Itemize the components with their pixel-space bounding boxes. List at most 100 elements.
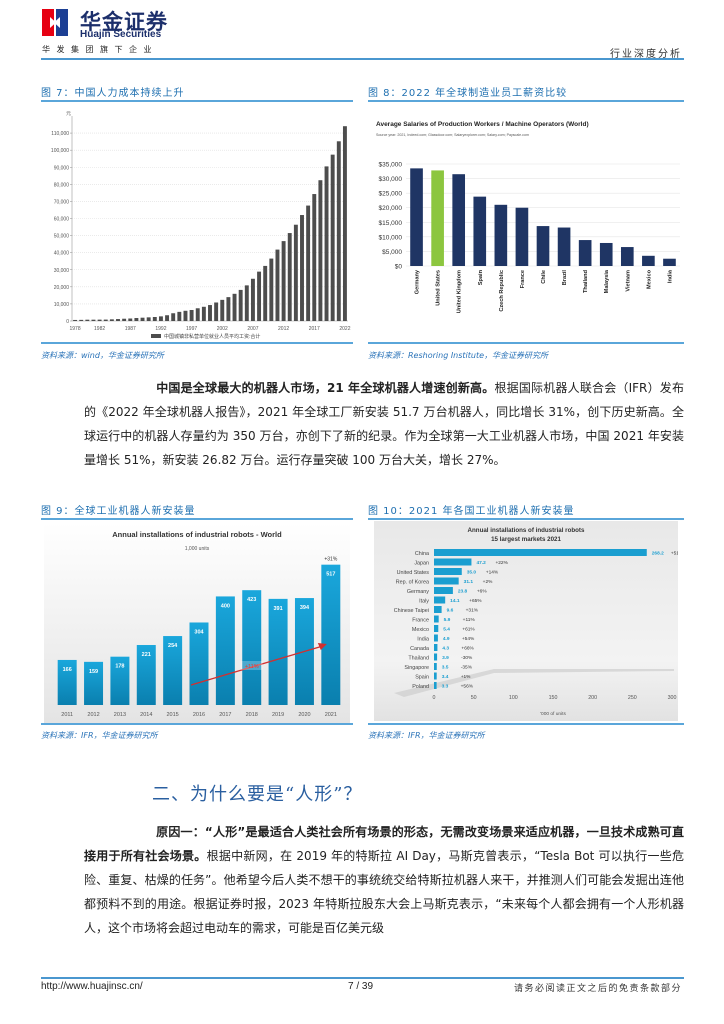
svg-text:2013: 2013 [114,712,126,718]
svg-text:China: China [415,551,429,557]
svg-text:France: France [412,618,429,624]
svg-text:+61%: +61% [462,627,475,633]
svg-text:$5,000: $5,000 [382,249,402,256]
svg-text:2017: 2017 [219,712,231,718]
svg-text:2020: 2020 [298,712,310,718]
svg-text:India: India [417,637,429,643]
svg-text:9.6: 9.6 [447,608,454,614]
paragraph-robot-market: 中国是全球最大的机器人市场，21 年全球机器人增速创新高。根据国际机器人联合会（… [84,376,684,472]
svg-text:-30%: -30% [461,655,473,661]
svg-text:$20,000: $20,000 [379,205,403,212]
header-divider [41,58,684,60]
company-tagline: 华发集团旗下企业 [42,45,158,54]
svg-text:178: 178 [115,664,124,670]
figure-9-bottom-rule [41,723,353,725]
figure-10-source: 资料来源：IFR，华金证券研究所 [368,731,485,740]
svg-text:+31%: +31% [324,557,337,563]
svg-text:Poland: Poland [412,684,429,690]
footer-website-link[interactable]: http://www.huajinsc.cn/ [41,981,143,992]
svg-text:+54%: +54% [462,636,475,642]
figure-7-rule [41,100,353,102]
svg-text:50,000: 50,000 [54,234,70,240]
svg-text:2011: 2011 [61,712,73,718]
svg-text:3.3: 3.3 [442,684,449,690]
company-name-en: Huajin Securities [80,29,162,40]
svg-text:Chile: Chile [541,270,547,284]
svg-text:Malaysia: Malaysia [604,269,610,293]
svg-text:+56%: +56% [461,684,474,690]
svg-text:159: 159 [89,669,98,675]
svg-text:2014: 2014 [140,712,152,718]
svg-text:1992: 1992 [155,326,166,332]
figure-10-chart: Annual installations of industrial robot… [374,521,684,721]
svg-text:-35%: -35% [461,665,473,671]
svg-text:Thailand: Thailand [583,269,589,293]
svg-text:30,000: 30,000 [54,268,70,274]
figure-10-title: 图 10：2021 年各国工业机器人新安装量 [368,506,575,517]
figure-8-title: 图 8：2022 年全球制造业员工薪资比较 [368,88,568,99]
svg-text:1978: 1978 [70,326,81,332]
svg-text:+14%: +14% [486,570,499,576]
svg-text:423: 423 [247,597,256,603]
svg-text:14.1: 14.1 [450,598,460,604]
svg-text:Germany: Germany [415,269,421,294]
svg-text:Canada: Canada [410,646,429,652]
svg-text:$25,000: $25,000 [379,191,403,198]
svg-text:+6%: +6% [477,589,487,595]
figure-7-title: 图 7：中国人力成本持续上升 [41,88,185,99]
svg-text:166: 166 [63,667,72,673]
svg-text:2021: 2021 [325,712,337,718]
svg-text:517: 517 [326,572,335,578]
svg-text:20,000: 20,000 [54,285,70,291]
svg-text:Chinese Taipei: Chinese Taipei [394,608,429,614]
svg-text:$0: $0 [395,264,403,271]
svg-text:3.5: 3.5 [442,665,449,671]
svg-text:Japan: Japan [414,561,429,567]
svg-text:+22%: +22% [495,560,508,566]
svg-text:2012: 2012 [87,712,99,718]
svg-text:5.9: 5.9 [444,617,451,623]
svg-text:Czech Republic: Czech Republic [499,270,505,312]
svg-text:391: 391 [273,606,282,612]
svg-text:2015: 2015 [167,712,179,718]
svg-text:31.1: 31.1 [464,579,474,585]
svg-text:Source year: 2021, Indeed.com;: Source year: 2021, Indeed.com; Glassdoor… [376,133,529,137]
figure-10-bottom-rule [368,723,684,725]
svg-text:200: 200 [588,695,597,701]
svg-text:60,000: 60,000 [54,217,70,223]
figure-8-chart: Average Salaries of Production Workers /… [368,108,684,340]
paragraph-1-text: 根据国际机器人联合会（IFR）发布的《2022 年全球机器人报告》，2021 年… [84,381,684,467]
figure-7-bottom-rule [41,342,353,344]
svg-text:Mexico: Mexico [412,627,429,633]
figure-8-source: 资料来源：Reshoring Institute，华金证券研究所 [368,351,549,360]
svg-text:23.8: 23.8 [458,589,468,595]
svg-text:2007: 2007 [247,326,258,332]
svg-text:254: 254 [168,643,178,649]
paragraph-2-lead: 原因一：“人形”是最适合人类社会所有场景的形态，无需改变场景来适应机器，一旦技术… [84,825,684,863]
figure-8-rule [368,100,684,102]
company-logo-mark [42,9,68,36]
svg-text:40,000: 40,000 [54,251,70,257]
svg-text:+11%: +11% [463,617,476,623]
svg-text:0: 0 [66,319,69,325]
svg-text:2018: 2018 [246,712,258,718]
figure-9-title: 图 9：全球工业机器人新安装量 [41,506,196,517]
svg-text:268.2: 268.2 [652,551,664,557]
figure-10-rule [368,518,684,520]
svg-text:4.9: 4.9 [443,636,450,642]
paragraph-2-text: 根据中新网，在 2019 年的特斯拉 AI Day，马斯克曾表示，“Tesla … [84,849,684,935]
svg-text:中国城镇非私营单位就业人员平均工资:合计: 中国城镇非私营单位就业人员平均工资:合计 [164,333,260,340]
svg-text:10,000: 10,000 [54,302,70,308]
svg-text:Thailand: Thailand [408,656,429,662]
svg-text:304: 304 [194,629,204,635]
svg-text:90,000: 90,000 [54,165,70,171]
svg-text:+2%: +2% [483,579,493,585]
svg-text:47.2: 47.2 [476,560,486,566]
svg-text:2012: 2012 [278,326,289,332]
report-type: 行业深度分析 [610,49,682,60]
svg-text:Spain: Spain [415,675,429,681]
svg-text:+11%: +11% [245,664,259,670]
svg-text:1,000 units: 1,000 units [185,546,210,552]
svg-text:$10,000: $10,000 [379,234,403,241]
footer-disclaimer: 请务必阅读正文之后的免责条款部分 [513,984,682,994]
